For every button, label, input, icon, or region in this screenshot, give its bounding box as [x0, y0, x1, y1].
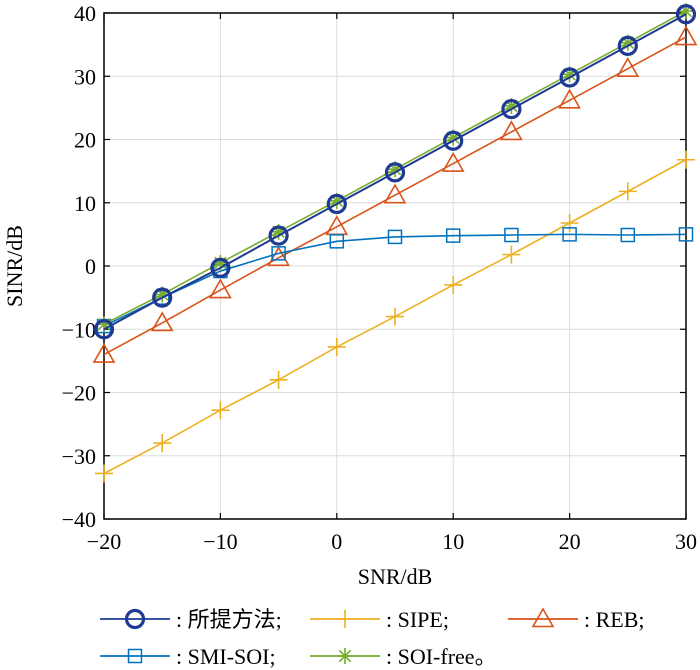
marker-asterisk — [619, 34, 636, 51]
axis-ticks: −20 −10 0 10 20 30 −40 −30 −20 −10 0 10 20 30 40 — [62, 1, 697, 554]
marker-circle — [268, 225, 289, 246]
y-tick-label: 20 — [74, 128, 96, 153]
marker-plus — [153, 434, 172, 453]
marker-asterisk — [212, 254, 229, 271]
marker-asterisk — [270, 223, 287, 240]
marker-circle — [93, 319, 115, 340]
marker-plus — [618, 182, 637, 201]
marker-square — [678, 227, 694, 242]
marker-plus — [327, 337, 346, 356]
series-square — [96, 227, 694, 334]
y-tick-label: −10 — [62, 317, 96, 342]
marker-plus — [444, 275, 463, 294]
marker-square — [504, 227, 519, 243]
marker-triangle — [441, 151, 465, 172]
marker-asterisk — [96, 316, 112, 333]
legend-label: : SMI-SOI; — [176, 644, 276, 669]
y-tick-label: −20 — [62, 381, 96, 406]
marker-circle — [152, 287, 173, 308]
series-plus — [95, 150, 695, 483]
y-tick-label: −30 — [62, 444, 96, 469]
marker-triangle — [150, 311, 174, 332]
marker-triangle — [267, 246, 290, 267]
legend-item: : SMI-SOI; — [100, 644, 276, 669]
marker-triangle — [500, 120, 523, 141]
marker-plus — [95, 464, 113, 483]
marker-asterisk — [561, 66, 578, 83]
marker-circle — [501, 99, 522, 120]
marker-triangle — [674, 25, 698, 46]
marker-circle — [210, 257, 231, 278]
marker-circle — [675, 4, 697, 25]
marker-circle — [384, 162, 406, 183]
x-axis-label: SNR/dB — [358, 564, 433, 589]
marker-triangle — [383, 183, 407, 204]
marker-asterisk — [337, 648, 353, 664]
series-asterisk — [96, 3, 694, 333]
legend-label: : SIPE; — [386, 607, 449, 632]
x-tick-label: −20 — [87, 529, 121, 554]
marker-circle — [617, 35, 638, 56]
series-line — [103, 233, 687, 327]
marker-asterisk — [445, 129, 462, 146]
legend-item: : 所提方法; — [100, 607, 282, 632]
legend: : 所提方法; : SIPE; : REB; : SMI-SOI; : SOI-free… — [100, 607, 645, 669]
marker-square — [562, 227, 577, 242]
series-layer — [92, 3, 698, 483]
marker-asterisk — [328, 192, 345, 209]
marker-circle — [559, 67, 580, 88]
marker-plus — [560, 213, 579, 232]
marker-circle — [443, 130, 464, 151]
x-tick-label: 0 — [331, 529, 342, 554]
legend-item: : SIPE; — [310, 607, 449, 632]
marker-circle — [124, 608, 146, 630]
x-tick-label: 10 — [442, 529, 464, 554]
marker-asterisk — [678, 3, 694, 20]
series-line — [103, 36, 687, 356]
x-tick-label: 20 — [559, 529, 581, 554]
grid — [103, 12, 687, 520]
series-triangle — [92, 25, 698, 363]
marker-plus — [211, 401, 230, 420]
marker-square — [387, 229, 403, 245]
y-tick-label: 30 — [74, 64, 96, 89]
legend-label: : 所提方法; — [176, 607, 282, 632]
marker-plus — [269, 370, 288, 389]
y-tick-label: 40 — [74, 1, 96, 26]
marker-plus — [386, 307, 404, 326]
y-tick-label: 10 — [74, 191, 96, 216]
marker-square — [445, 228, 461, 243]
x-tick-label: 30 — [675, 529, 697, 554]
y-tick-label: −40 — [62, 507, 96, 532]
marker-circle — [326, 193, 347, 215]
legend-item: : REB; — [508, 607, 645, 632]
series-circle — [93, 4, 697, 340]
marker-asterisk — [503, 97, 520, 114]
series-line — [103, 13, 687, 331]
marker-square — [271, 246, 286, 261]
marker-plus — [677, 150, 695, 169]
marker-square — [620, 227, 636, 243]
marker-triangle — [531, 607, 555, 628]
marker-square — [127, 648, 143, 664]
marker-triangle — [209, 278, 232, 299]
marker-asterisk — [154, 286, 171, 303]
marker-triangle — [558, 88, 581, 109]
marker-triangle — [616, 57, 640, 77]
legend-label: : SOI-free。 — [386, 644, 497, 669]
y-axis-label: SINR/dB — [2, 225, 27, 307]
y-tick-label: 0 — [85, 254, 96, 279]
x-tick-label: −10 — [203, 529, 237, 554]
marker-triangle — [92, 342, 116, 363]
marker-plus — [336, 610, 354, 628]
legend-item: : SOI-free。 — [310, 644, 497, 669]
marker-asterisk — [387, 161, 403, 178]
marker-square — [329, 234, 345, 249]
legend-label: : REB; — [584, 607, 645, 632]
marker-plus — [502, 245, 521, 264]
